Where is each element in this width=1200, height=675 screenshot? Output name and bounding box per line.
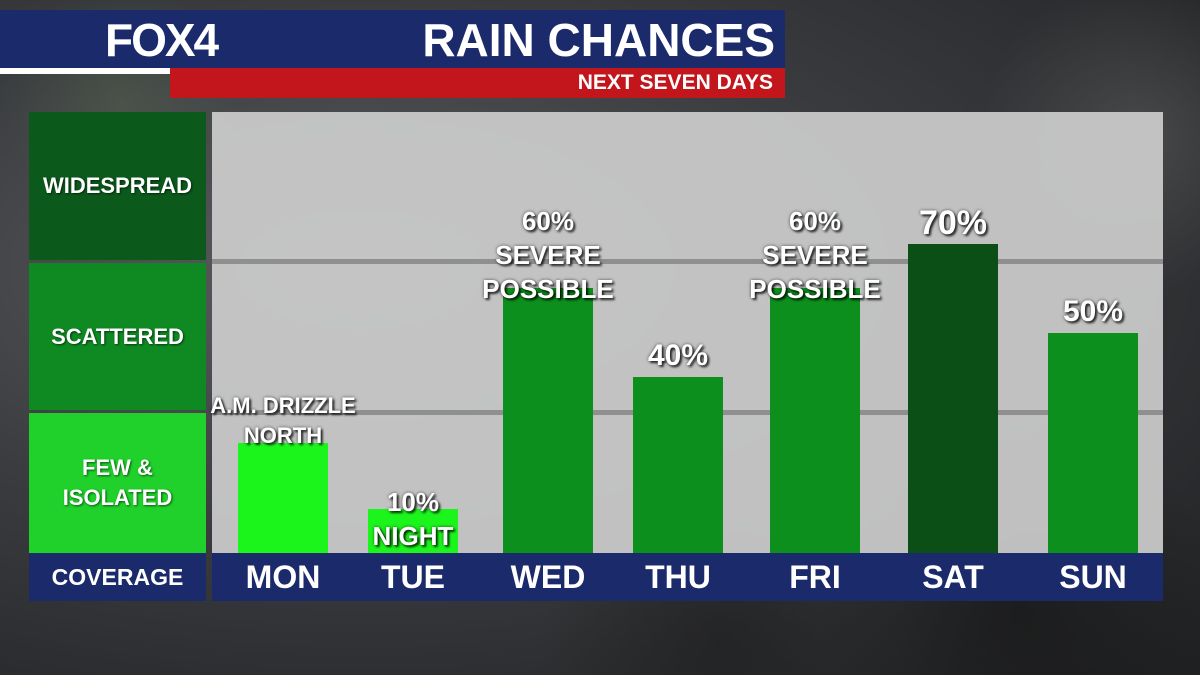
- chart-subtitle: NEXT SEVEN DAYS: [577, 71, 773, 94]
- day-label-sat: SAT: [922, 559, 984, 595]
- bar-label-sun: 50%: [1063, 295, 1123, 329]
- gridline: [212, 259, 1163, 264]
- bar-label-line: SEVERE: [762, 240, 868, 271]
- bar-label-line: 40%: [647, 338, 709, 372]
- day-axis-bar: [212, 553, 1163, 601]
- day-label-mon: MON: [245, 559, 321, 595]
- bar-label-wed: 60% SEVERE POSSIBLE: [482, 204, 613, 306]
- bar-label-line: NIGHT: [372, 520, 454, 551]
- bar-label-line: 50%: [1062, 294, 1124, 328]
- bar-label-tue: 10% NIGHT: [373, 485, 454, 553]
- coverage-level-label: FEW &: [82, 455, 153, 480]
- day-label-thu: THU: [645, 559, 711, 595]
- chart-title: RAIN CHANCES: [422, 14, 775, 66]
- bar-label-line: 60%: [521, 206, 575, 237]
- bar-label-line: POSSIBLE: [482, 274, 614, 305]
- bar-label-line: 10%: [386, 486, 440, 517]
- bar-wed: [503, 288, 593, 553]
- day-label-tue: TUE: [381, 559, 445, 595]
- subtitle-bar: NEXT SEVEN DAYS: [170, 68, 785, 98]
- bar-label-line: NORTH: [243, 422, 323, 448]
- bar-label-fri: 60% SEVERE POSSIBLE: [749, 204, 880, 306]
- bar-tue: [368, 508, 458, 553]
- bar-label-thu: 40%: [648, 339, 708, 373]
- day-label-fri: FRI: [789, 559, 841, 595]
- bar-mon: [238, 442, 328, 553]
- bar-label-sat: 70%: [919, 206, 987, 240]
- header-bar: [0, 10, 785, 68]
- bar-label-line: A.M. DRIZZLE: [210, 392, 356, 418]
- bar-label-mon: A.M. DRIZZLE NORTH: [210, 391, 355, 451]
- coverage-level-3: WIDESPREAD: [29, 112, 206, 260]
- bar-label-line: 60%: [788, 206, 842, 237]
- bar-sun: [1048, 332, 1138, 553]
- bar-label-line: 70%: [918, 204, 988, 243]
- coverage-level-label: SCATTERED: [51, 323, 184, 349]
- coverage-level-2: SCATTERED: [29, 263, 206, 410]
- fox4-logo: FOX4: [105, 14, 219, 66]
- day-label-sun: SUN: [1059, 559, 1127, 595]
- day-label-wed: WED: [510, 559, 586, 595]
- bar-thu: [633, 376, 723, 553]
- logo-underline: [0, 68, 170, 74]
- coverage-level-label: WIDESPREAD: [42, 173, 193, 198]
- coverage-level-1: FEW & ISOLATED: [29, 413, 206, 553]
- bar-label-line: SEVERE: [495, 240, 601, 271]
- bar-fri: [770, 288, 860, 553]
- coverage-axis-title: COVERAGE: [29, 553, 206, 601]
- coverage-level-label: ISOLATED: [62, 485, 173, 510]
- bar-sat: [908, 244, 998, 553]
- bar-label-line: POSSIBLE: [749, 274, 881, 305]
